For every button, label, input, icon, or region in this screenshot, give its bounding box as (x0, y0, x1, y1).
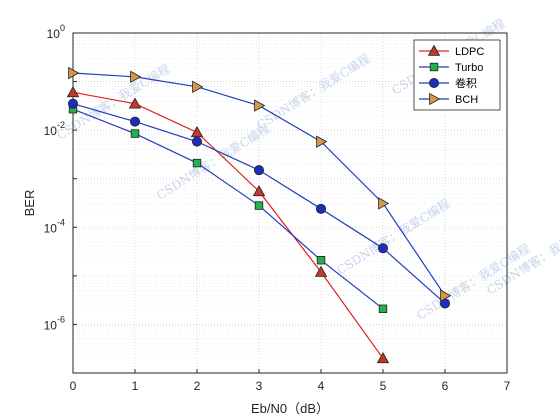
data-point-convolutional (129, 116, 140, 127)
data-point-bch (254, 99, 266, 112)
legend: LDPC Turbo 卷积 BCH (413, 39, 501, 111)
data-point-bch (68, 66, 80, 80)
plot-area-frame (72, 32, 508, 374)
data-point-bch (192, 80, 204, 93)
data-point-convolutional (191, 136, 202, 147)
data-point-convolutional (68, 98, 79, 109)
x-tick-label: 2 (194, 379, 201, 393)
x-tick-label: 6 (442, 379, 449, 393)
series-line-turbo (72, 108, 384, 310)
legend-box (413, 39, 501, 111)
x-axis-label: Eb/N0（dB） (251, 401, 329, 416)
data-point-ldpc (314, 265, 328, 277)
x-tick-label: 5 (380, 379, 387, 393)
legend-marker-turbo (429, 62, 439, 72)
data-point-turbo (378, 304, 388, 313)
data-point-convolutional (315, 203, 326, 214)
x-tick-label: 4 (318, 379, 325, 393)
legend-marker-bch (429, 92, 441, 106)
data-point-convolutional (377, 243, 388, 254)
data-point-bch (316, 135, 328, 148)
x-tick-label: 3 (256, 379, 263, 393)
data-point-turbo (192, 158, 202, 168)
legend-label-bch: BCH (455, 94, 478, 106)
data-point-bch (130, 70, 142, 84)
y-tick-label: 10-6 (44, 314, 65, 332)
legend-label-ldpc: LDPC (455, 46, 484, 58)
series-line-ldpc (72, 91, 384, 359)
data-point-bch (378, 197, 390, 210)
data-point-convolutional (253, 165, 264, 176)
data-point-bch (440, 289, 452, 302)
data-point-turbo (130, 129, 140, 138)
data-point-ldpc (252, 185, 266, 197)
data-point-ldpc (66, 86, 80, 98)
x-tick-label: 0 (70, 379, 77, 393)
y-axis-label: BER (22, 190, 37, 217)
data-point-turbo (316, 256, 326, 265)
data-point-turbo (254, 201, 264, 210)
y-tick-label: 10-2 (44, 120, 65, 138)
legend-marker-ldpc (427, 44, 441, 56)
legend-label-convolutional: 卷积 (455, 76, 477, 90)
x-tick-label: 7 (504, 379, 511, 393)
legend-label-turbo: Turbo (455, 62, 483, 74)
data-point-ldpc (376, 352, 390, 364)
legend-marker-convolutional (428, 78, 439, 89)
data-point-ldpc (128, 97, 142, 109)
y-tick-label: 100 (47, 23, 65, 41)
y-tick-label: 10-4 (44, 217, 65, 235)
x-tick-label: 1 (132, 379, 139, 393)
